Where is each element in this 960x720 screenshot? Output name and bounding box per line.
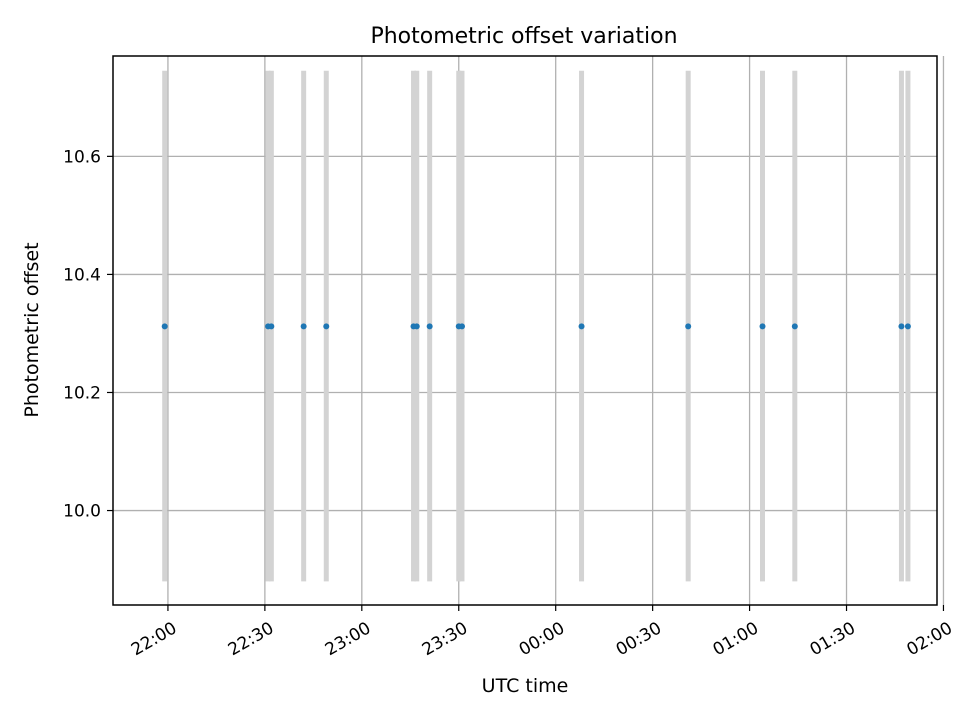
data-point bbox=[323, 323, 330, 330]
x-tick-label: 23:00 bbox=[322, 618, 374, 660]
x-tick-label: 22:30 bbox=[225, 618, 277, 660]
data-point bbox=[161, 323, 168, 330]
data-point bbox=[413, 323, 420, 330]
x-axis-label: UTC time bbox=[482, 675, 569, 697]
x-tick-label: 22:00 bbox=[128, 618, 180, 660]
data-point bbox=[300, 323, 307, 330]
data-point bbox=[685, 323, 692, 330]
y-tick-label: 10.6 bbox=[63, 147, 101, 167]
y-tick-label: 10.0 bbox=[63, 502, 101, 522]
plot-frame bbox=[112, 55, 938, 606]
data-point bbox=[458, 323, 465, 330]
data-point bbox=[578, 323, 585, 330]
x-tick-label: 00:30 bbox=[613, 618, 665, 660]
x-tick-label: 01:00 bbox=[710, 618, 762, 660]
x-tick-label: 00:00 bbox=[516, 618, 568, 660]
x-tick-label: 02:00 bbox=[904, 618, 956, 660]
data-point bbox=[426, 323, 433, 330]
data-point bbox=[268, 323, 275, 330]
data-points bbox=[161, 323, 911, 330]
x-axis-ticks: 22:00 22:30 23:00 23:30 00:00 00:30 01:00 01:30… bbox=[128, 605, 956, 660]
y-tick-label: 10.4 bbox=[63, 265, 101, 285]
y-axis-label: Photometric offset bbox=[21, 242, 43, 417]
x-tick-label: 23:30 bbox=[419, 618, 471, 660]
y-axis-ticks: 10.0 10.2 10.4 10.6 bbox=[63, 147, 113, 522]
data-point bbox=[791, 323, 798, 330]
data-point bbox=[898, 323, 905, 330]
y-tick-label: 10.2 bbox=[63, 383, 101, 403]
data-point bbox=[759, 323, 766, 330]
chart-title: Photometric offset variation bbox=[370, 24, 677, 49]
grid bbox=[113, 56, 945, 605]
x-tick-label: 01:30 bbox=[807, 618, 859, 660]
data-point bbox=[904, 323, 911, 330]
